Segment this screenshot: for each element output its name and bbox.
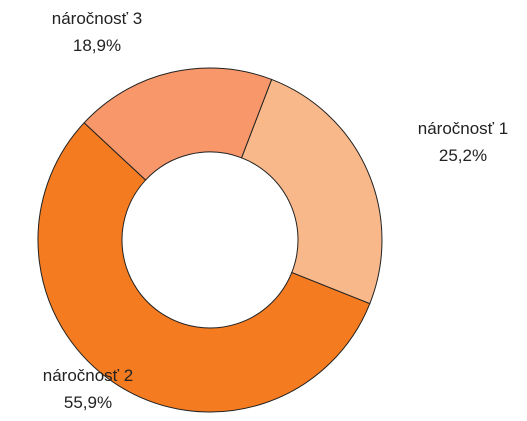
segment-value: 25,2%	[439, 146, 487, 165]
donut-segment	[240, 78, 383, 305]
donut-segment	[37, 122, 371, 413]
segment-label: náročnosť 1	[418, 119, 509, 138]
segment-value: 55,9%	[64, 393, 112, 412]
donut-segment	[83, 67, 273, 181]
segment-label: náročnosť 2	[43, 366, 134, 385]
segment-label: náročnosť 3	[52, 9, 143, 28]
segment-value: 18,9%	[73, 36, 121, 55]
